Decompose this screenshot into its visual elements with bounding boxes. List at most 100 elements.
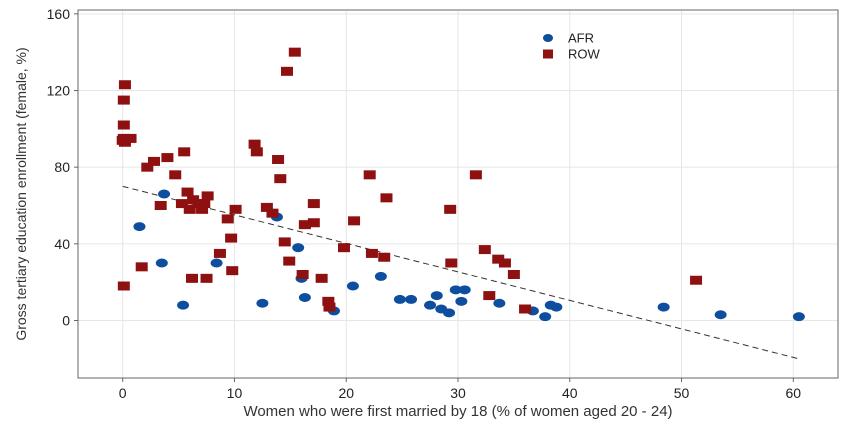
afr-point [792, 312, 805, 322]
row-point [175, 199, 188, 209]
row-point [221, 214, 234, 224]
row-point [478, 245, 491, 255]
row-point [225, 233, 238, 243]
afr-point [443, 308, 456, 318]
row-point [444, 204, 457, 214]
x-tick-label: 10 [227, 385, 243, 401]
data-points [116, 47, 805, 322]
y-tick-label: 80 [54, 159, 70, 175]
row-point [469, 170, 482, 180]
row-point [338, 243, 350, 253]
afr-point [393, 294, 406, 304]
row-point [117, 120, 130, 130]
row-point [298, 220, 311, 230]
afr-point [430, 291, 443, 301]
afr-point [493, 298, 506, 308]
x-tick-label: 20 [338, 385, 354, 401]
row-point [213, 248, 226, 258]
row-point [226, 266, 239, 276]
afr-point [210, 258, 223, 268]
x-tick-label: 50 [674, 385, 690, 401]
row-point [296, 270, 309, 279]
row-point [178, 147, 191, 157]
row-point [380, 193, 393, 203]
y-tick-label: 120 [47, 83, 71, 99]
row-point [161, 153, 174, 163]
afr-point [374, 271, 387, 281]
row-point [124, 133, 137, 143]
row-point [307, 199, 320, 209]
row-point [196, 204, 209, 214]
row-point [200, 273, 213, 283]
row-point [118, 80, 131, 90]
row-point [492, 254, 505, 264]
x-tick-label: 30 [450, 385, 466, 401]
y-axis-title: Gross tertiary education enrollment (fem… [13, 47, 29, 340]
row-point [198, 199, 211, 209]
y-tick-label: 0 [62, 313, 70, 329]
row-point [186, 273, 198, 283]
y-tick-label: 40 [54, 236, 70, 252]
row-point [365, 248, 378, 258]
afr-point [455, 296, 468, 306]
afr-point [657, 302, 670, 312]
row-point [117, 281, 130, 291]
row-point [445, 258, 458, 268]
afr-point [346, 281, 359, 291]
row-point [229, 204, 242, 214]
x-tick-label: 60 [786, 385, 802, 401]
row-point [278, 237, 291, 247]
row-point [322, 296, 335, 306]
row-point [181, 187, 194, 197]
row-point [272, 155, 285, 164]
afr-point [292, 243, 305, 253]
x-tick-label: 0 [119, 385, 127, 401]
legend-label: ROW [568, 47, 601, 62]
row-point [248, 139, 261, 149]
y-tick-label: 160 [47, 6, 71, 22]
row-point [201, 191, 214, 201]
row-point [288, 47, 301, 57]
legend-marker [543, 49, 553, 59]
gridlines [78, 10, 838, 378]
row-point [507, 270, 520, 279]
row-point [283, 256, 296, 266]
legend-marker [543, 34, 553, 42]
row-point [135, 262, 148, 272]
row-point [307, 218, 320, 228]
legend-item-row: ROW [543, 47, 601, 62]
row-point [274, 174, 287, 184]
afr-point [133, 222, 146, 232]
series-row [116, 47, 703, 314]
row-point [348, 216, 361, 226]
row-point [141, 162, 154, 172]
afr-point [714, 310, 727, 320]
row-point [363, 170, 376, 180]
row-point [483, 291, 496, 301]
afr-point [298, 293, 311, 302]
row-point [250, 147, 263, 157]
axis-ticks: 0 10 20 30 40 50 60 0 40 80 120 160 [47, 6, 802, 401]
afr-point [424, 300, 437, 310]
row-point [260, 202, 273, 212]
row-point [378, 252, 391, 262]
row-point [266, 208, 279, 218]
row-point [690, 275, 703, 285]
afr-point [177, 300, 190, 310]
x-tick-label: 40 [562, 385, 578, 401]
row-point [519, 304, 532, 314]
afr-point [158, 189, 171, 199]
row-point [281, 66, 293, 76]
legend-label: AFR [568, 31, 594, 46]
legend-item-afr: AFR [543, 31, 594, 46]
afr-point [449, 285, 462, 295]
row-point [154, 201, 167, 210]
row-point [498, 258, 511, 268]
afr-point [155, 258, 168, 268]
afr-point [405, 294, 418, 304]
trend-line [122, 185, 800, 360]
row-point [117, 95, 130, 105]
